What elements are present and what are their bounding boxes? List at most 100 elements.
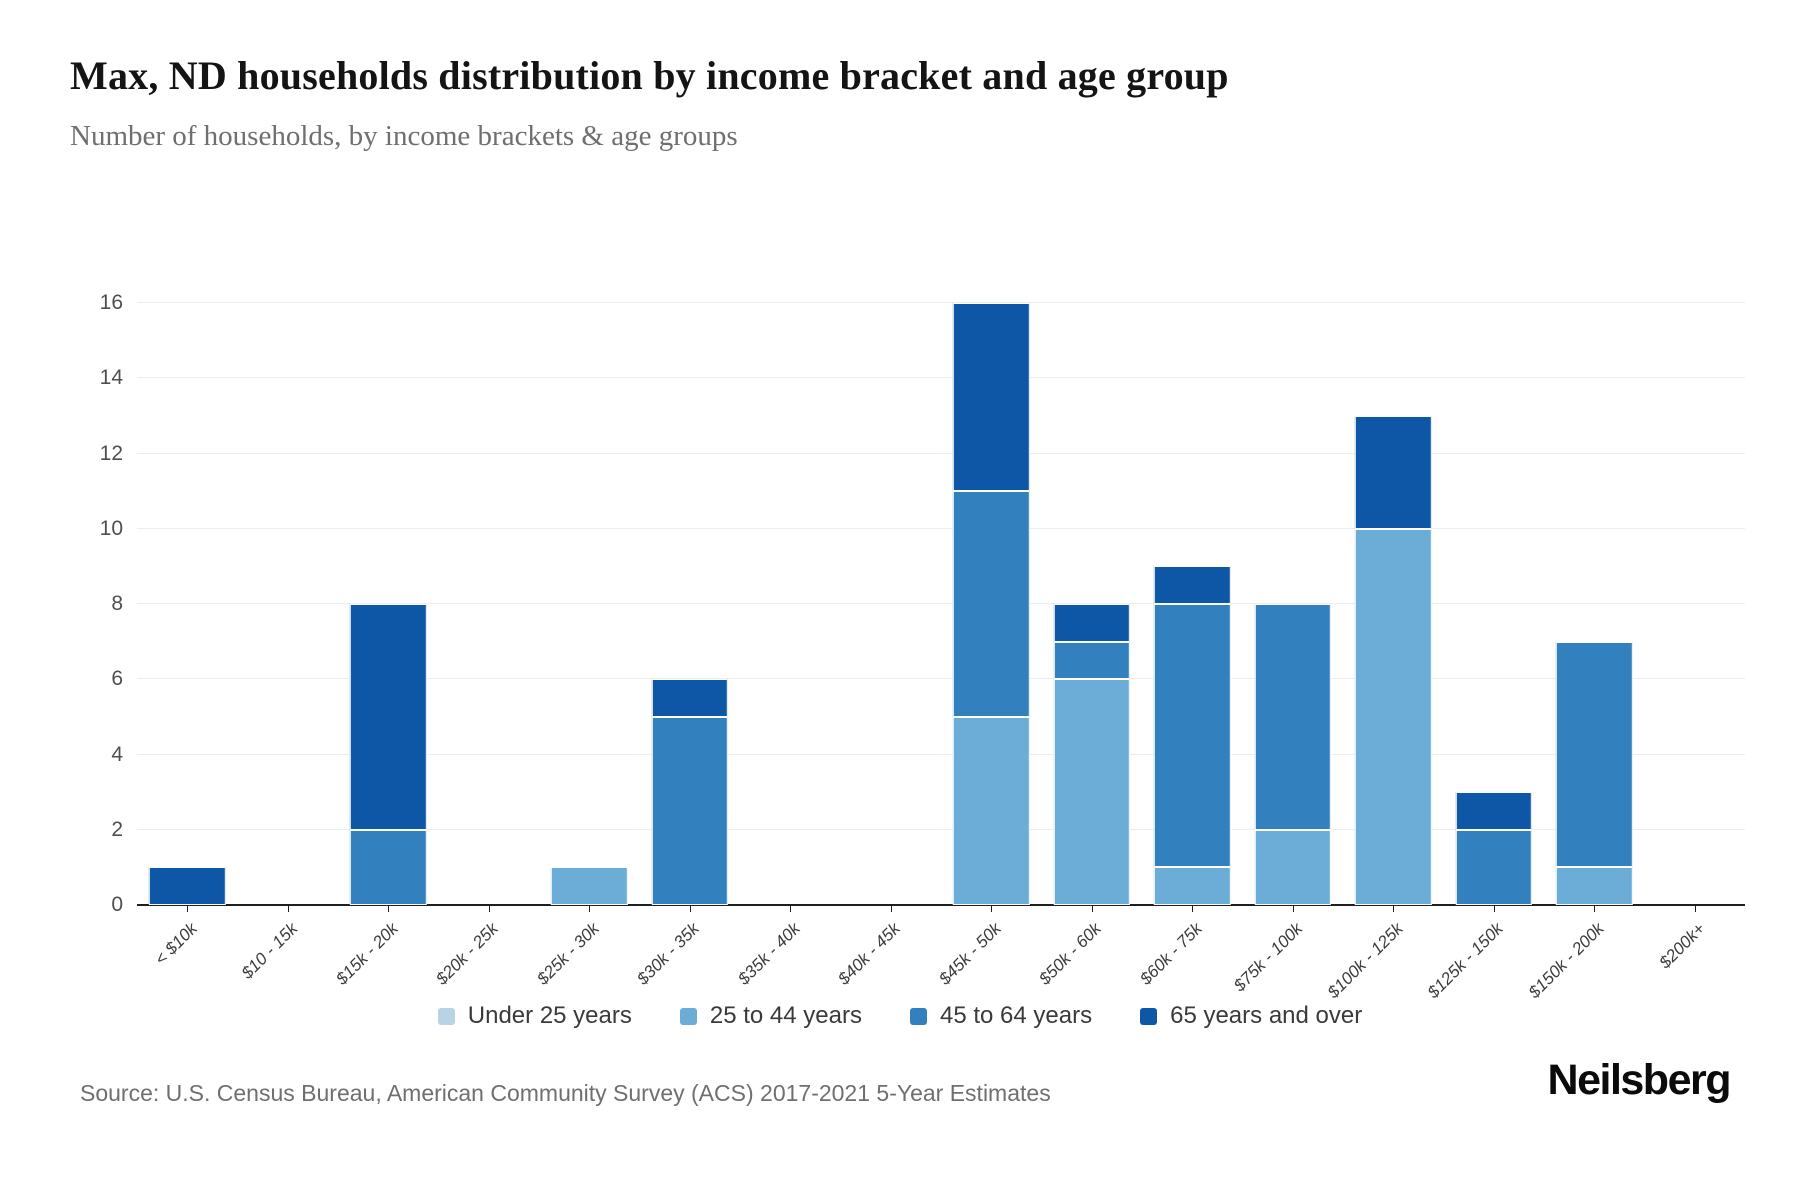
x-axis-tick bbox=[1493, 905, 1495, 912]
x-axis-tick bbox=[1292, 905, 1294, 912]
bar-segment[interactable] bbox=[1254, 604, 1331, 830]
stacked-bar bbox=[1254, 303, 1331, 905]
bar-segment[interactable] bbox=[953, 491, 1030, 717]
category-slot: $40k - 45k bbox=[835, 303, 942, 989]
x-axis-tick-label: $20k - 25k bbox=[432, 919, 503, 989]
stacked-bar bbox=[551, 303, 628, 905]
legend-label: Under 25 years bbox=[467, 1002, 632, 1029]
bar-segment[interactable] bbox=[1556, 641, 1633, 868]
category-slot: $35k - 40k bbox=[734, 303, 841, 989]
bar-segment[interactable] bbox=[1154, 566, 1231, 604]
bar-segment[interactable] bbox=[651, 716, 728, 905]
category-slot: $20k - 25k bbox=[433, 303, 540, 989]
category-slot: $150k - 200k bbox=[1525, 303, 1645, 1002]
bar-segment[interactable] bbox=[651, 679, 728, 717]
x-axis-tick-label: $200k+ bbox=[1654, 919, 1709, 973]
stacked-bar bbox=[149, 303, 226, 905]
x-axis-tick bbox=[689, 905, 691, 912]
page-title: Max, ND households distribution by incom… bbox=[70, 53, 1229, 98]
x-axis-tick-label: $60k - 75k bbox=[1136, 919, 1206, 989]
bar-segment[interactable] bbox=[149, 867, 226, 905]
x-axis-tick bbox=[287, 905, 289, 912]
bar-segment[interactable] bbox=[1355, 415, 1432, 529]
gridline-2 bbox=[137, 828, 1745, 830]
x-axis-tick-label: $75k - 100k bbox=[1229, 919, 1307, 996]
category-slot: $60k - 75k bbox=[1136, 303, 1243, 989]
x-axis-tick-label: $30k - 35k bbox=[633, 919, 704, 989]
x-axis-tick-label: $50k - 60k bbox=[1035, 919, 1106, 989]
bar-segment[interactable] bbox=[953, 716, 1030, 905]
y-axis-tick-label: 10 bbox=[99, 516, 123, 540]
x-axis-tick-label: $40k - 45k bbox=[834, 919, 905, 989]
legend-label: 65 years and over bbox=[1170, 1002, 1363, 1029]
gridline-14 bbox=[137, 377, 1745, 379]
category-slot: $15k - 20k bbox=[332, 303, 439, 989]
x-axis-tick bbox=[1393, 905, 1395, 912]
category-slot: $100k - 125k bbox=[1324, 303, 1444, 1002]
bar-segment[interactable] bbox=[953, 303, 1030, 492]
plot-area: 0 2 4 6 8 10 12 14 16 < $10k $10 - 15k $15k - 20k $2… bbox=[100, 291, 1746, 1002]
bar-segment[interactable] bbox=[1556, 867, 1633, 905]
legend-item-2[interactable]: 25 to 44 years bbox=[679, 1002, 862, 1030]
y-axis-tick-label: 4 bbox=[111, 742, 123, 766]
stacked-bar bbox=[752, 303, 828, 905]
bar-segment[interactable] bbox=[1154, 604, 1231, 868]
x-axis-tick bbox=[890, 905, 892, 912]
x-axis-tick-label: < $10k bbox=[150, 919, 201, 969]
x-axis-tick-label: $35k - 40k bbox=[734, 919, 804, 989]
stacked-bar bbox=[1355, 303, 1432, 905]
stacked-bar bbox=[350, 303, 427, 905]
legend-swatch bbox=[1140, 1007, 1158, 1025]
bar-segment[interactable] bbox=[350, 829, 427, 905]
y-axis-tick-label: 14 bbox=[99, 366, 123, 390]
legend-swatch bbox=[909, 1007, 927, 1025]
stacked-bar bbox=[1556, 303, 1633, 905]
y-axis-tick-label: 2 bbox=[111, 817, 123, 841]
category-slot: $30k - 35k bbox=[634, 303, 741, 989]
x-axis-line bbox=[137, 904, 1745, 906]
legend-item-3[interactable]: 45 to 64 years bbox=[909, 1002, 1093, 1030]
x-axis-tick bbox=[187, 905, 189, 912]
category-slot: $10 - 15k bbox=[238, 303, 339, 983]
gridline-8 bbox=[137, 603, 1745, 604]
legend-swatch bbox=[679, 1007, 697, 1025]
x-axis-tick bbox=[589, 905, 591, 912]
y-axis-tick-label: 0 bbox=[111, 893, 123, 916]
bar-segment[interactable] bbox=[350, 604, 427, 830]
bar-segment[interactable] bbox=[1455, 792, 1532, 830]
y-axis-tick-label: 6 bbox=[111, 667, 123, 691]
x-axis-tick-label: $150k - 200k bbox=[1524, 919, 1608, 1002]
stacked-bar bbox=[853, 303, 929, 905]
legend-item-4[interactable]: 65 years and over bbox=[1140, 1002, 1362, 1030]
gridline-4 bbox=[137, 753, 1745, 755]
x-axis-tick bbox=[790, 905, 792, 912]
category-slot: $200k+ bbox=[1645, 303, 1746, 972]
x-axis-tick bbox=[388, 905, 390, 912]
bar-segment[interactable] bbox=[1355, 528, 1432, 905]
bar-segment[interactable] bbox=[1154, 867, 1231, 905]
legend-item-1[interactable]: Under 25 years bbox=[437, 1002, 632, 1030]
bar-segment[interactable] bbox=[551, 867, 628, 905]
legend-swatch bbox=[437, 1007, 455, 1025]
chart-legend: Under 25 years 25 to 44 years 45 to 64 yea… bbox=[0, 1002, 1800, 1030]
stacked-bar bbox=[651, 303, 728, 905]
source-note: Source: U.S. Census Bureau, American Com… bbox=[80, 1080, 1051, 1106]
neilsberg-logo: Neilsberg bbox=[1547, 1056, 1732, 1104]
category-slot: $25k - 30k bbox=[533, 303, 640, 989]
bar-segment[interactable] bbox=[1053, 679, 1130, 905]
gridline-6 bbox=[137, 678, 1745, 680]
bar-segment[interactable] bbox=[1053, 604, 1130, 642]
legend-label: 45 to 64 years bbox=[939, 1002, 1093, 1029]
y-axis-tick-label: 8 bbox=[111, 592, 123, 615]
stacked-bar bbox=[250, 303, 326, 905]
x-axis-tick-label: $45k - 50k bbox=[935, 919, 1005, 989]
x-axis-tick-label: $100k - 125k bbox=[1323, 919, 1407, 1002]
x-axis-tick-label: $10 - 15k bbox=[237, 919, 302, 983]
y-axis-tick-label: 12 bbox=[99, 441, 123, 465]
bar-segment[interactable] bbox=[1455, 829, 1532, 905]
legend-label: 25 to 44 years bbox=[709, 1002, 862, 1029]
bar-segment[interactable] bbox=[1053, 641, 1130, 680]
x-axis-tick bbox=[1192, 905, 1194, 912]
bar-segment[interactable] bbox=[1254, 829, 1331, 905]
